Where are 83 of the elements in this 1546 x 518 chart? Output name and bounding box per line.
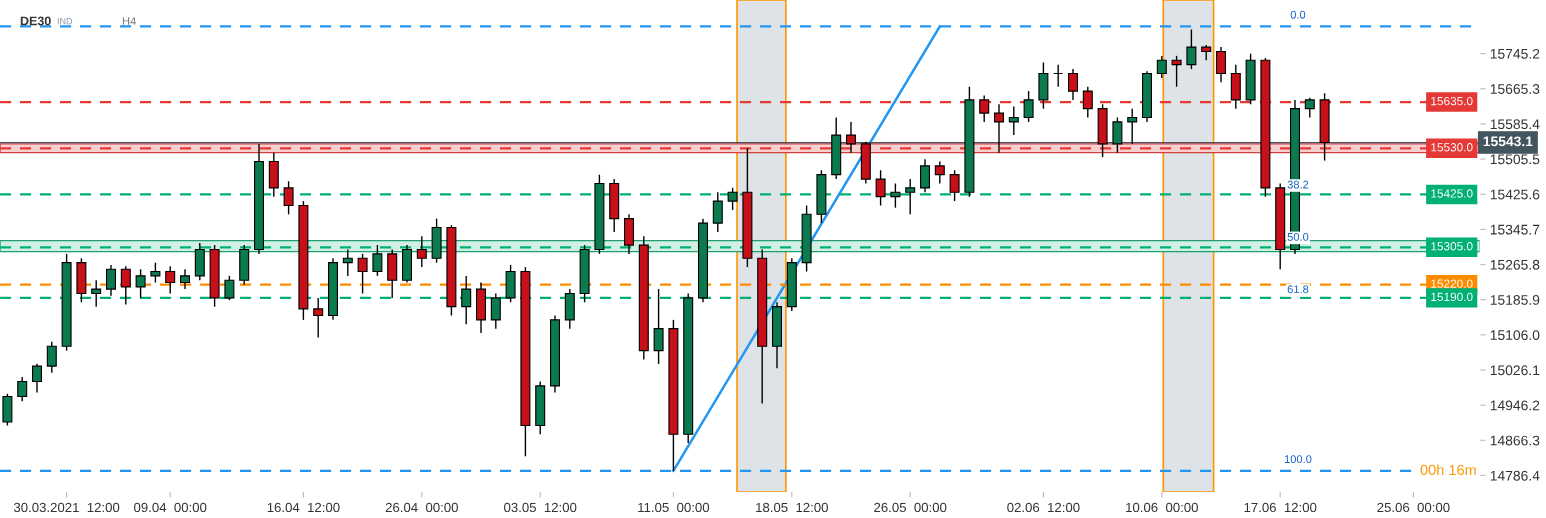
- candlestick: [1068, 68, 1078, 101]
- y-tick-label: 15665.3: [1490, 84, 1540, 94]
- candlestick: [135, 268, 146, 299]
- candlestick: [905, 178, 916, 215]
- candlestick: [949, 169, 960, 202]
- candlestick: [1171, 55, 1182, 88]
- y-tick-label: 14866.3: [1490, 435, 1540, 446]
- candlestick: [17, 376, 28, 402]
- candlestick: [416, 235, 427, 268]
- candlestick: [32, 363, 42, 394]
- y-tick-label: 15265.8: [1490, 259, 1540, 270]
- x-tick-label: 17.06 12:00: [1244, 502, 1317, 513]
- candlestick: [846, 121, 856, 154]
- candlestick: [91, 279, 102, 308]
- candlestick: [979, 94, 990, 123]
- candlestick: [46, 341, 57, 374]
- x-tick-label: 11.05 00:00: [638, 502, 710, 513]
- text: IND: [57, 18, 73, 25]
- ref-line-label: 15543.1: [1483, 136, 1533, 147]
- y-tick-label: 15185.9: [1490, 295, 1540, 305]
- annotation: 50.0: [1287, 232, 1309, 241]
- candlestick: [1156, 55, 1167, 79]
- text: DE30: [20, 16, 51, 26]
- candlestick: [934, 160, 945, 185]
- y-tick-label: 15026.1: [1490, 365, 1540, 376]
- candlestick: [712, 191, 723, 233]
- x-tick-label: 30.03.2021 12:00: [13, 502, 120, 513]
- x-tick-label: 18.05 12:00: [756, 502, 828, 513]
- candlestick: [653, 288, 664, 365]
- y-tick-label: 15505.5: [1490, 154, 1540, 165]
- candlestick: [224, 275, 235, 301]
- candlestick: [461, 275, 472, 325]
- candlestick: [727, 187, 738, 211]
- ref-line-label: 15220.0: [1431, 279, 1473, 288]
- candlestick: [165, 265, 176, 295]
- candlestick: [890, 182, 901, 209]
- x-tick-label: 16.04 12:00: [267, 502, 340, 513]
- x-tick-label: 26.04 00:00: [385, 502, 458, 513]
- ref-line-label: 15305.0: [1431, 242, 1473, 251]
- annotation: 61.8: [1287, 285, 1309, 294]
- x-tick-label: 26.05 00:00: [874, 502, 947, 513]
- candlestick: [1023, 90, 1034, 123]
- ref-line-label: 15530.0: [1431, 143, 1473, 152]
- x-tick-label: 03.05 12:00: [504, 502, 577, 513]
- candlestick: [1216, 46, 1226, 83]
- candlestick: [1082, 85, 1093, 119]
- x-tick-label: 02.06 12:00: [1007, 502, 1080, 513]
- annotation: 0.0: [1290, 10, 1306, 19]
- candlestick: [342, 248, 353, 277]
- candlestick: [372, 244, 383, 277]
- y-tick-label: 15745.2: [1490, 48, 1540, 59]
- candlestick: [875, 169, 886, 207]
- x-tick-label: 25.06 00:00: [1377, 502, 1450, 513]
- candlestick: [180, 268, 190, 290]
- y-tick-label: 14786.4: [1490, 470, 1540, 481]
- ref-line-label: 15425.0: [1431, 189, 1473, 198]
- x-tick-label: 10.06 00:00: [1126, 502, 1198, 513]
- annotation: H4: [122, 17, 136, 25]
- candlestick: [920, 158, 930, 193]
- candlestick: [1186, 28, 1197, 70]
- ref-line-label: 15190.0: [1431, 292, 1473, 302]
- y-tick-label: 15585.4: [1490, 119, 1540, 130]
- candlestick: [357, 253, 368, 295]
- candlestick: [490, 292, 501, 330]
- candlestick: [1008, 105, 1019, 136]
- candlestick: [150, 261, 161, 284]
- x-tick-label: 09.04 00:00: [134, 502, 207, 513]
- candlestick: [1112, 116, 1123, 154]
- candlestick: [313, 297, 324, 339]
- annotation: 00h 16m: [1420, 464, 1476, 476]
- candlestick: [1127, 107, 1138, 145]
- y-tick-label: 14946.2: [1490, 400, 1540, 411]
- annotation: 100.0: [1284, 455, 1312, 464]
- ref-line-label: 15635.0: [1431, 96, 1473, 106]
- annotation: 38.2: [1287, 180, 1309, 189]
- candlestick: [1304, 96, 1315, 119]
- candlestick: [120, 265, 131, 306]
- candlestick: [994, 103, 1004, 154]
- candlestick: [106, 264, 116, 297]
- candlestick: [283, 180, 294, 215]
- y-tick-label: 15425.6: [1490, 189, 1540, 200]
- y-tick-label: 15345.7: [1490, 224, 1540, 235]
- y-tick-label: 15106.0: [1490, 330, 1540, 340]
